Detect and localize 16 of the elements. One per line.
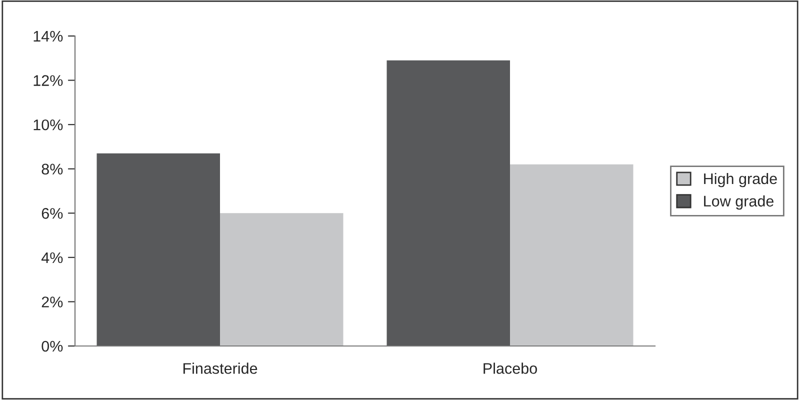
y-tick-label: 6% [42,208,63,219]
y-tick-label: 2% [42,296,63,308]
y-tick-label: 4% [41,252,63,264]
legend-label: High grade [704,172,777,188]
y-tick-label: 8% [42,164,63,175]
y-tick-label: 0% [42,340,63,352]
y-tick-label: 10% [34,119,63,130]
bar [386,60,510,346]
x-tick-label: Finasteride [183,362,258,374]
bar [510,164,634,346]
bar [220,213,344,346]
x-tick-label: Placebo [484,362,537,374]
y-tick-label: 12% [34,75,63,86]
y-tick-label: 14% [34,30,63,42]
bar [96,153,220,346]
legend-label: Low grade [704,195,774,210]
